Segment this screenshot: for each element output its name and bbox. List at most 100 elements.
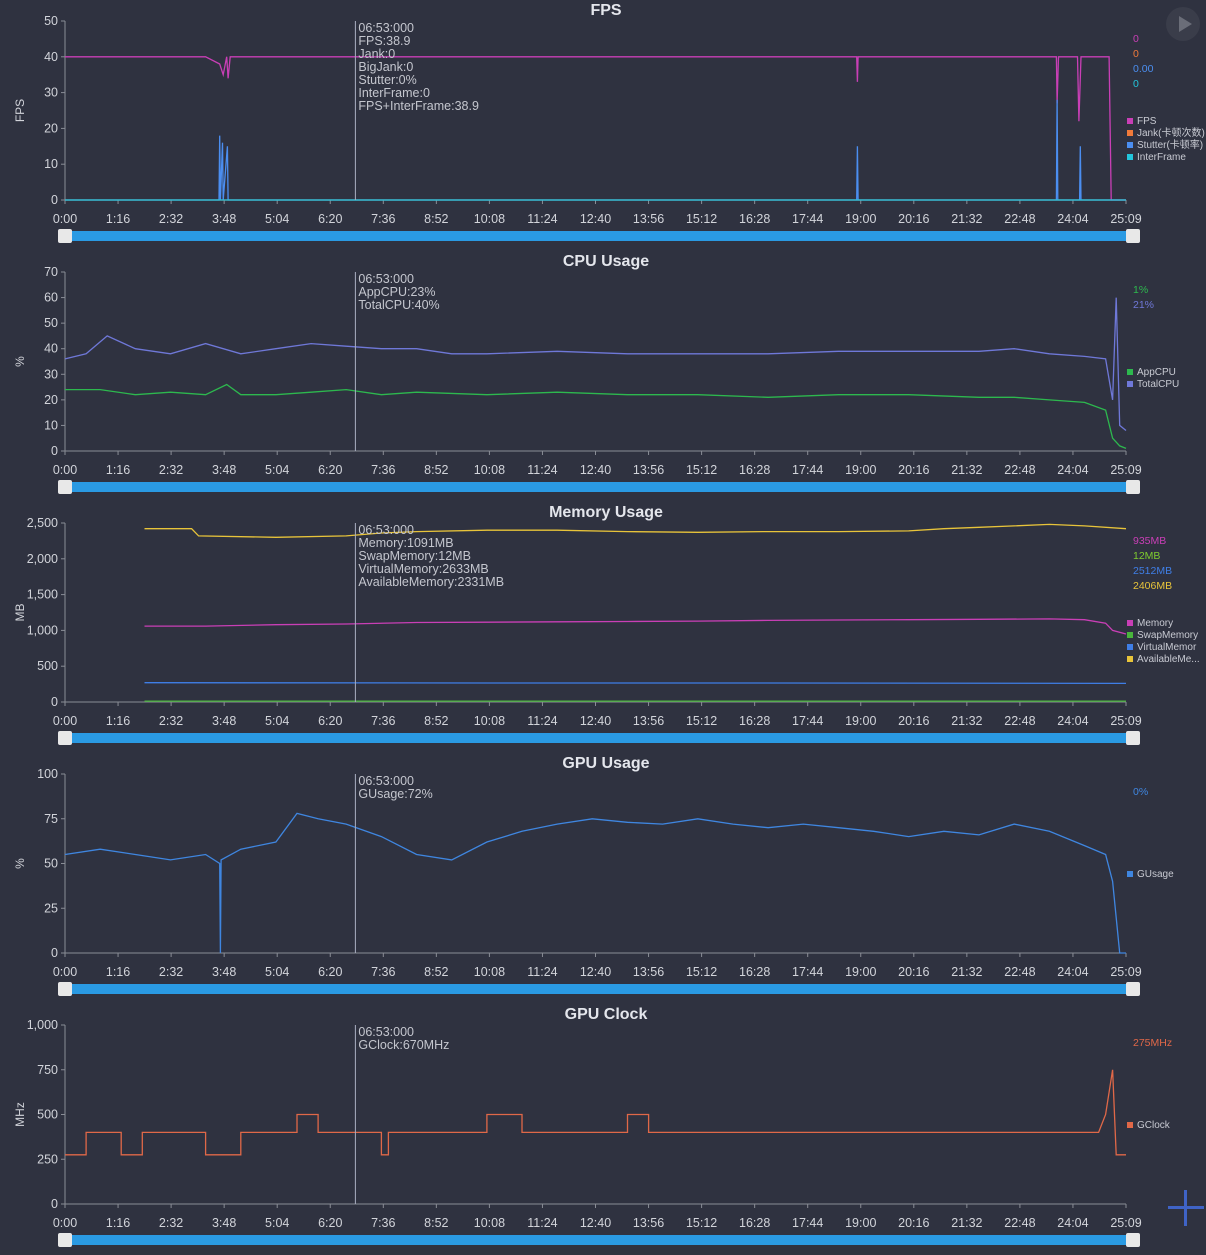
x-tick-label: 3:48 <box>212 1216 236 1230</box>
legend-label: TotalCPU <box>1137 379 1179 390</box>
range-slider-handle-right[interactable] <box>1126 982 1140 996</box>
x-tick-label: 22:48 <box>1004 965 1035 979</box>
range-slider-track[interactable] <box>62 733 1136 743</box>
legend-swatch <box>1127 154 1133 160</box>
x-tick-label: 25:09 <box>1110 714 1141 728</box>
series-line-appcpu <box>65 383 1127 450</box>
x-tick-label: 17:44 <box>792 212 823 226</box>
range-slider-handle-left[interactable] <box>58 731 72 745</box>
x-tick-label: 11:24 <box>527 965 557 979</box>
legend-label: GClock <box>1137 1120 1171 1131</box>
chart-svg-4: GPU Clock 0 250 500 750 1,000 MHz 0:00 1:16 2:32 3… <box>13 1006 1172 1247</box>
current-value: 0 <box>1133 33 1139 45</box>
x-tick-label: 21:32 <box>951 714 982 728</box>
x-tick-label: 6:20 <box>318 212 342 226</box>
series-line-virtualmemory <box>144 682 1127 685</box>
series-line-gclock <box>65 1069 1126 1156</box>
x-tick-label: 20:16 <box>898 463 929 477</box>
range-slider-track[interactable] <box>62 984 1136 994</box>
y-tick-label: 40 <box>44 342 58 356</box>
current-value: 0 <box>1133 78 1139 90</box>
x-tick-label: 3:48 <box>212 463 236 477</box>
x-tick-label: 20:16 <box>898 714 929 728</box>
x-tick-label: 13:56 <box>633 965 664 979</box>
y-tick-label: 750 <box>37 1063 58 1077</box>
y-tick-label: 0 <box>51 946 58 960</box>
x-tick-label: 24:04 <box>1057 1216 1088 1230</box>
range-slider-handle-right[interactable] <box>1126 731 1140 745</box>
x-tick-label: 20:16 <box>898 212 929 226</box>
y-tick-label: 30 <box>44 367 58 381</box>
plus-icon[interactable] <box>1168 1190 1204 1226</box>
x-tick-label: 1:16 <box>106 1216 130 1230</box>
x-tick-label: 6:20 <box>318 463 342 477</box>
y-tick-label: 75 <box>44 812 58 826</box>
x-tick-label: 11:24 <box>527 1216 557 1230</box>
tooltip-line: FPS:38.9 <box>358 34 410 48</box>
x-tick-label: 16:28 <box>739 463 770 477</box>
x-tick-label: 10:08 <box>474 463 505 477</box>
x-tick-label: 24:04 <box>1057 463 1088 477</box>
tooltip-line: AvailableMemory:2331MB <box>358 575 504 589</box>
range-slider-handle-left[interactable] <box>58 229 72 243</box>
current-value: 2406MB <box>1133 580 1172 592</box>
x-tick-label: 0:00 <box>53 1216 77 1230</box>
x-tick-label: 17:44 <box>792 463 823 477</box>
x-tick-label: 8:52 <box>424 965 448 979</box>
x-tick-label: 21:32 <box>951 965 982 979</box>
y-axis-label: FPS <box>13 99 27 122</box>
range-slider-track[interactable] <box>62 482 1136 492</box>
y-tick-label: 20 <box>44 121 58 135</box>
legend-label: AvailableMe... <box>1137 654 1200 665</box>
x-tick-label: 0:00 <box>53 212 77 226</box>
x-tick-label: 2:32 <box>159 1216 183 1230</box>
chart-svg-1: CPU Usage 0 10 20 30 40 50 60 70% 0:00 1:16 2:32 3:4… <box>13 253 1179 494</box>
y-tick-label: 40 <box>44 50 58 64</box>
x-tick-label: 12:40 <box>580 714 611 728</box>
y-tick-label: 500 <box>37 659 58 673</box>
range-slider-track[interactable] <box>62 1235 1136 1245</box>
range-slider-handle-right[interactable] <box>1126 229 1140 243</box>
x-tick-label: 0:00 <box>53 714 77 728</box>
x-tick-label: 8:52 <box>424 714 448 728</box>
range-slider-handle-right[interactable] <box>1126 1233 1140 1247</box>
x-tick-label: 17:44 <box>792 1216 823 1230</box>
x-tick-label: 21:32 <box>951 212 982 226</box>
range-slider-handle-left[interactable] <box>58 1233 72 1247</box>
range-slider-handle-left[interactable] <box>58 480 72 494</box>
legend-label: GUsage <box>1137 869 1174 880</box>
legend-swatch <box>1127 632 1133 638</box>
tooltip-line: FPS+InterFrame:38.9 <box>358 99 479 113</box>
tooltip-line: SwapMemory:12MB <box>358 549 471 563</box>
x-tick-label: 15:12 <box>686 1216 717 1230</box>
legend-label: Memory <box>1137 618 1173 629</box>
x-tick-label: 12:40 <box>580 965 611 979</box>
current-value: 275MHz <box>1133 1037 1172 1049</box>
tooltip-line: VirtualMemory:2633MB <box>358 562 488 576</box>
y-tick-label: 70 <box>44 265 58 279</box>
range-slider-track[interactable] <box>62 231 1136 241</box>
x-tick-label: 19:00 <box>845 463 876 477</box>
x-tick-label: 20:16 <box>898 965 929 979</box>
x-tick-label: 11:24 <box>527 714 557 728</box>
legend-label: FPS <box>1137 116 1157 127</box>
tooltip-line: 06:53:000 <box>358 272 414 286</box>
x-tick-label: 16:28 <box>739 965 770 979</box>
x-tick-label: 12:40 <box>580 463 611 477</box>
x-tick-label: 0:00 <box>53 965 77 979</box>
y-tick-label: 0 <box>51 193 58 207</box>
y-axis-label: MHz <box>13 1102 27 1127</box>
legend-swatch <box>1127 142 1133 148</box>
x-tick-label: 7:36 <box>371 212 395 226</box>
range-slider-handle-left[interactable] <box>58 982 72 996</box>
range-slider-handle-right[interactable] <box>1126 480 1140 494</box>
x-tick-label: 6:20 <box>318 1216 342 1230</box>
play-icon[interactable] <box>1166 7 1200 41</box>
chart-panel-1: CPU Usage 0 10 20 30 40 50 60 70% 0:00 1:16 2:32 3:4… <box>0 251 1206 502</box>
x-tick-label: 19:00 <box>845 1216 876 1230</box>
current-value: 0 <box>1133 48 1139 60</box>
x-tick-label: 25:09 <box>1110 463 1141 477</box>
x-tick-label: 2:32 <box>159 212 183 226</box>
x-tick-label: 1:16 <box>106 212 130 226</box>
y-tick-label: 30 <box>44 86 58 100</box>
